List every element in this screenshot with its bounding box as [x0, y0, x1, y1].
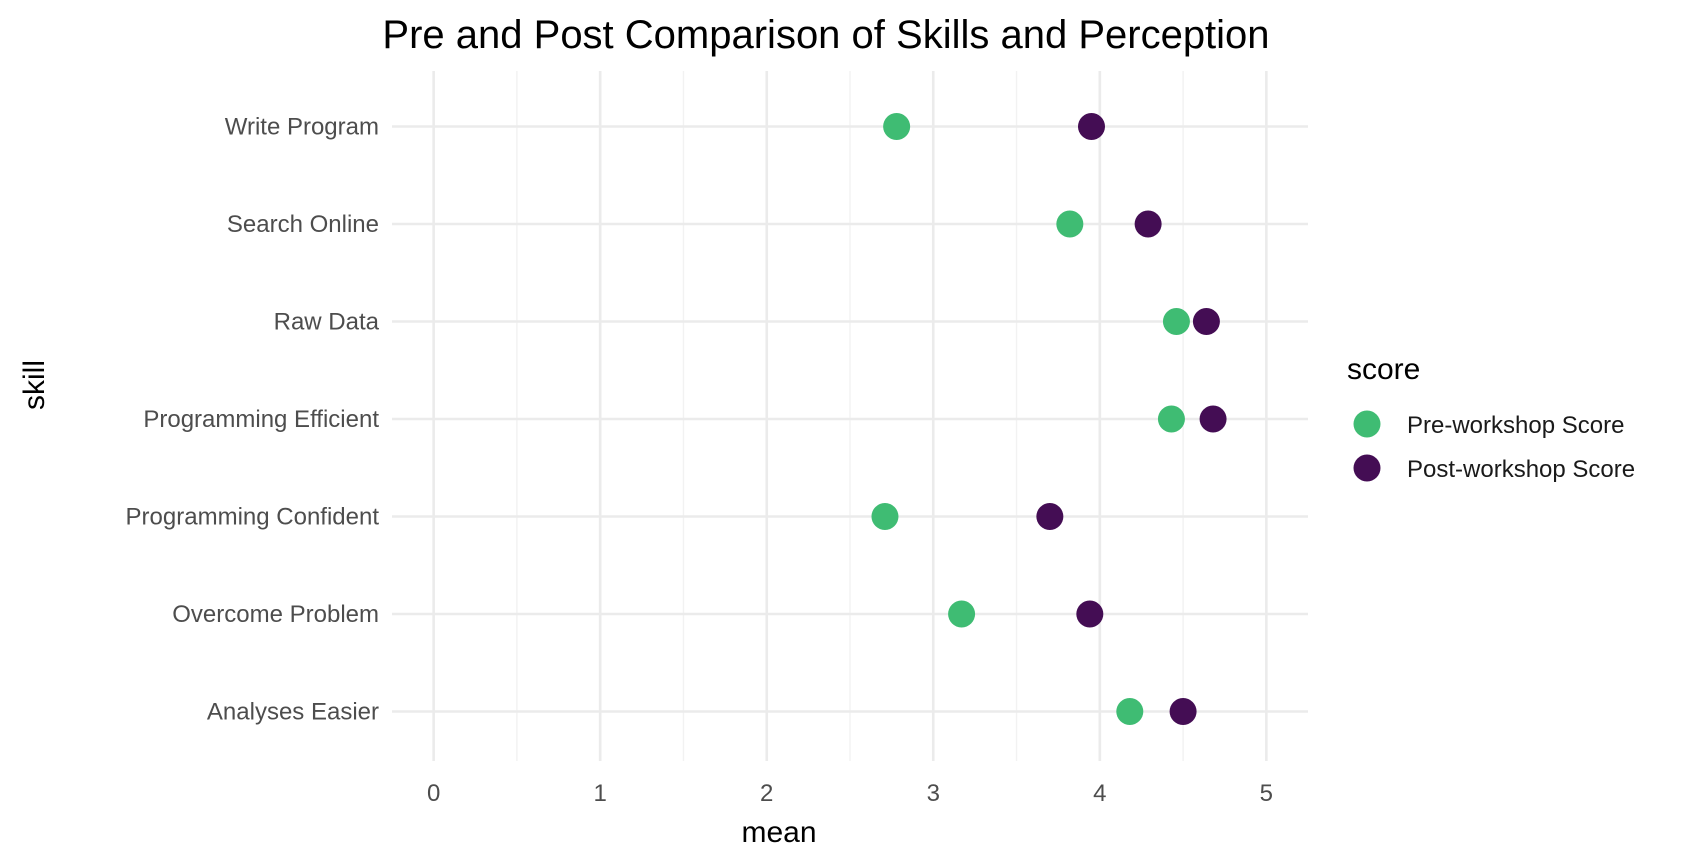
y-tick-label: Programming Confident [126, 504, 380, 531]
post-workshop-point [1036, 503, 1064, 530]
x-axis-title: mean [741, 816, 816, 849]
y-tick-labels: Write Program Search Online Raw Data Progra… [126, 114, 380, 726]
legend-label: Post-workshop Score [1407, 456, 1635, 483]
pre-workshop-point [871, 503, 899, 530]
post-workshop-point [1192, 308, 1220, 335]
post-workshop-point [1134, 210, 1162, 238]
legend: score Pre-workshop Score Post-workshop Sc… [1347, 353, 1635, 483]
post-workshop-point [1169, 698, 1197, 725]
y-tick-label: Search Online [227, 211, 379, 238]
x-tick-label: 3 [927, 780, 940, 807]
x-tick-label: 4 [1093, 780, 1106, 807]
y-tick-label: Raw Data [274, 309, 380, 336]
post-workshop-point [1076, 600, 1104, 628]
post-workshop-point [1199, 405, 1227, 433]
y-axis-title: skill [18, 360, 51, 410]
legend-key [1353, 454, 1381, 482]
pre-workshop-point [1116, 698, 1144, 725]
pre-workshop-point [1162, 308, 1190, 335]
x-tick-label: 0 [427, 780, 440, 807]
pre-workshop-point [1056, 210, 1084, 238]
pre-workshop-point [1157, 405, 1185, 433]
legend-label: Pre-workshop Score [1407, 412, 1624, 439]
y-tick-label: Write Program [225, 114, 379, 141]
legend-title: score [1347, 353, 1420, 386]
post-workshop-point [1077, 113, 1105, 140]
y-tick-label: Analyses Easier [207, 699, 379, 726]
x-tick-labels: 0 1 2 3 4 5 [427, 780, 1273, 807]
y-tick-label: Overcome Problem [172, 601, 379, 628]
pre-workshop-point [883, 113, 911, 140]
pre-workshop-point [948, 600, 976, 628]
points-layer [871, 113, 1227, 725]
x-tick-label: 5 [1260, 780, 1273, 807]
x-tick-label: 2 [760, 780, 773, 807]
x-tick-label: 1 [594, 780, 607, 807]
chart-title: Pre and Post Comparison of Skills and Pe… [382, 13, 1269, 57]
legend-key [1353, 410, 1381, 438]
y-tick-label: Programming Efficient [143, 406, 379, 433]
